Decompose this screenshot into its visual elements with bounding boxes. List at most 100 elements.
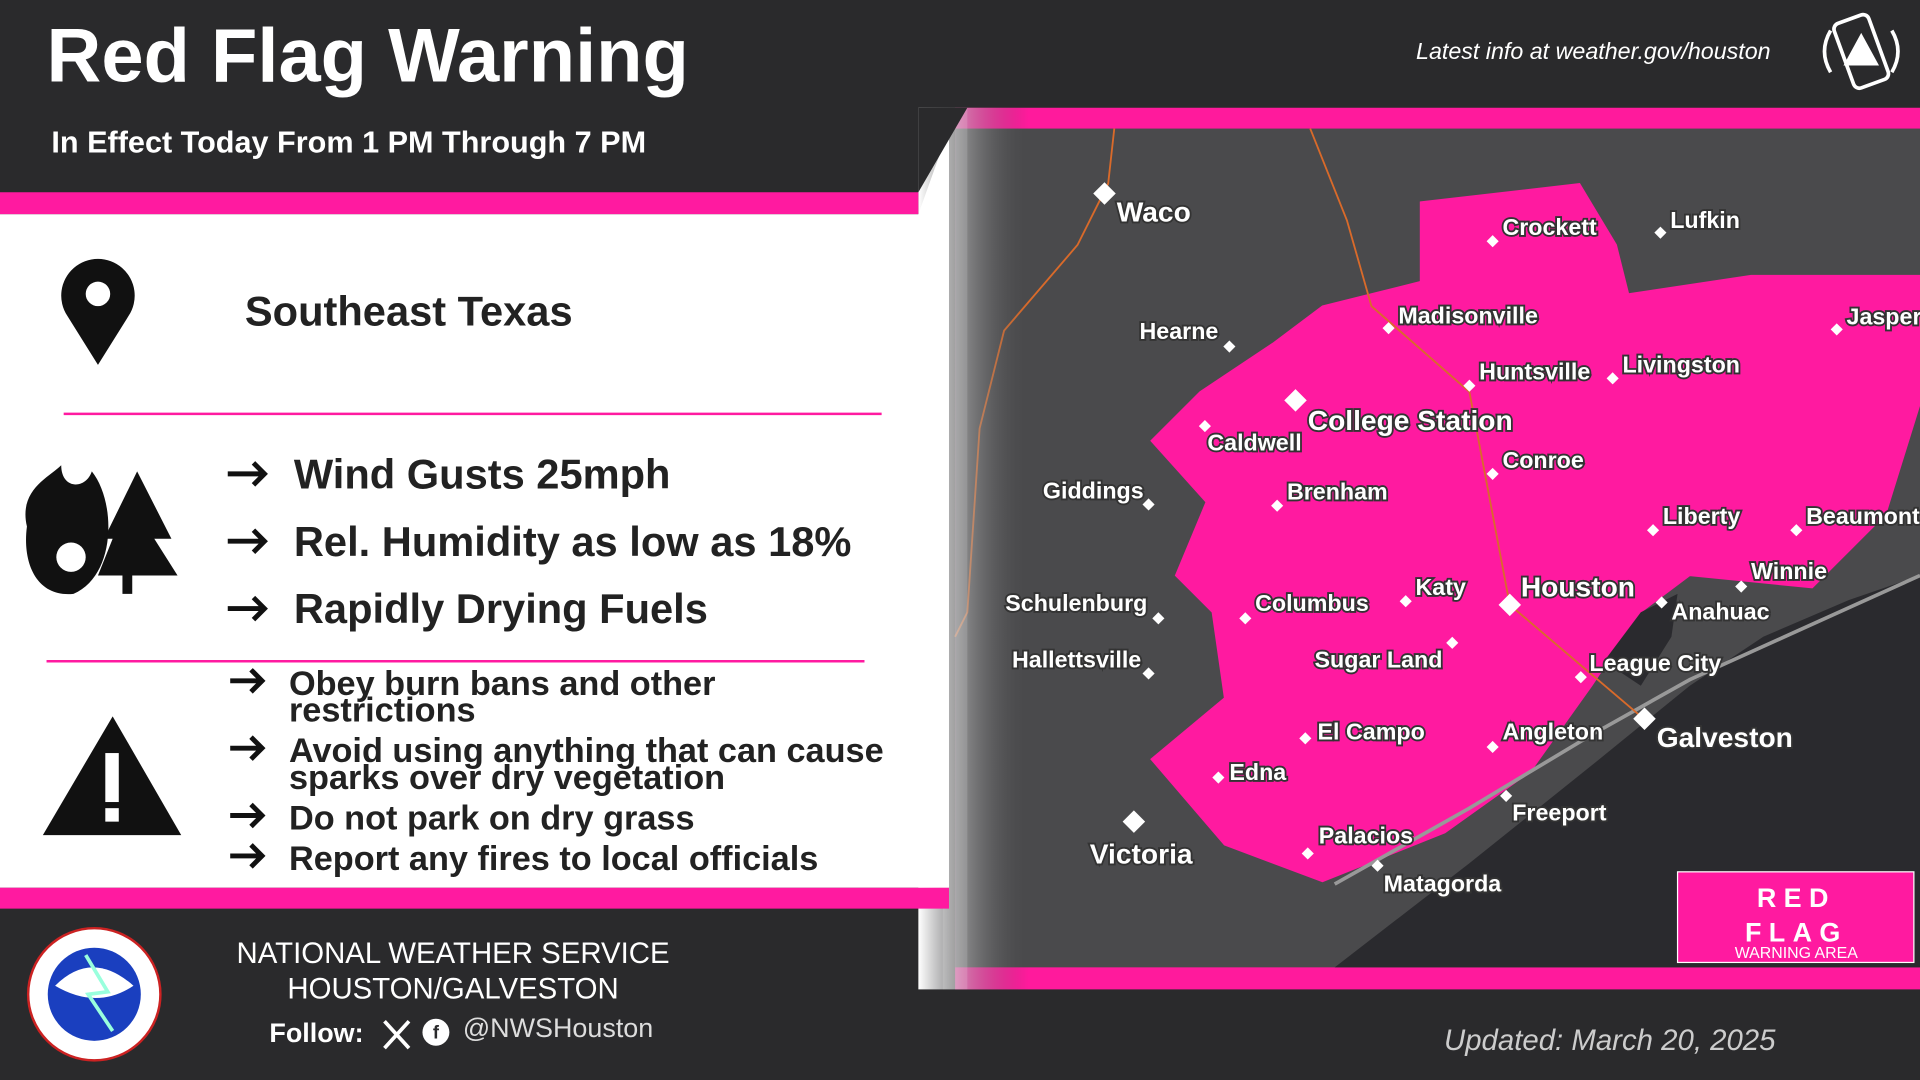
city-marker	[1654, 226, 1667, 239]
legend: RED FLAG WARNING AREA	[1676, 871, 1915, 964]
city-label: Brenham	[1287, 479, 1388, 505]
city-marker	[1830, 323, 1843, 336]
fire-icon	[25, 465, 178, 595]
nws-logo	[26, 926, 162, 1062]
city-label: Hearne	[1140, 318, 1219, 344]
arrow	[230, 735, 266, 761]
city-marker	[1655, 596, 1668, 609]
city-marker	[1382, 322, 1395, 335]
conditions: Wind Gusts 25mph Rel. Humidity as low as …	[227, 451, 852, 632]
city-label: Caldwell	[1207, 430, 1301, 456]
city-marker	[1223, 340, 1236, 353]
social-icons[interactable]: f	[383, 1018, 450, 1050]
city-label: Lufkin	[1670, 207, 1740, 233]
map	[918, 107, 1920, 990]
city-label: Freeport	[1512, 799, 1607, 825]
city-label: Conroe	[1502, 447, 1583, 473]
city-marker	[1606, 372, 1619, 385]
action: Avoid using anything that can cause	[289, 732, 884, 770]
city-label: Hallettsville	[1012, 646, 1141, 672]
arrow	[227, 461, 268, 487]
phone-icon	[1822, 12, 1900, 91]
city-label: Crockett	[1502, 214, 1597, 240]
city-marker	[1500, 789, 1513, 802]
arrow	[230, 802, 266, 829]
city-marker	[1486, 235, 1499, 248]
city-marker	[1574, 671, 1587, 684]
city-marker	[1498, 593, 1522, 617]
condition: Rel. Humidity as low as 18%	[294, 518, 852, 565]
city-marker	[1399, 595, 1412, 608]
pin-icon	[61, 258, 135, 365]
city-label: El Campo	[1318, 719, 1425, 745]
city-label: Beaumont	[1806, 503, 1920, 529]
city-label: Winnie	[1751, 558, 1827, 584]
city-label: Angleton	[1502, 719, 1603, 745]
org: NATIONAL WEATHER SERVICE	[237, 937, 670, 970]
condition: Rapidly Drying Fuels	[294, 585, 708, 632]
action: restrictions	[289, 692, 476, 730]
city-marker	[1093, 182, 1116, 205]
city-marker	[1647, 524, 1660, 537]
action: Do not park on dry grass	[289, 799, 695, 837]
stripe	[0, 192, 919, 215]
city-layer: Waco Crockett Lufkin Madisonville Hearne Jasp…	[1003, 182, 1920, 898]
arrow	[230, 843, 266, 869]
action: Obey burn bans and other	[289, 665, 715, 703]
city-label: Palacios	[1319, 823, 1413, 849]
city-marker	[1301, 847, 1314, 860]
city-label: Victoria	[1090, 838, 1193, 869]
city-marker	[1446, 636, 1459, 649]
city-marker	[1486, 467, 1499, 480]
subtitle: In Effect Today From 1 PM Through 7 PM	[51, 126, 646, 160]
city-label: Giddings	[1043, 477, 1144, 503]
city-label: Houston	[1521, 571, 1635, 602]
city-label: Madisonville	[1398, 302, 1538, 328]
info-panel	[0, 128, 949, 888]
city-label: Huntsville	[1479, 359, 1590, 385]
arrow	[227, 528, 268, 554]
city-marker	[1486, 740, 1499, 753]
warning-icon	[42, 716, 182, 836]
arrow	[230, 668, 266, 694]
handle[interactable]: @NWSHouston	[463, 1013, 653, 1043]
org: HOUSTON/GALVESTON	[287, 972, 618, 1005]
city-label: Jasper	[1847, 304, 1920, 330]
city-label: Columbus	[1255, 590, 1369, 616]
updated: Updated: March 20, 2025	[1444, 1024, 1776, 1057]
city-label: Anahuac	[1671, 599, 1769, 625]
legend-text: FLAG	[1745, 917, 1848, 947]
arrow	[227, 595, 268, 622]
stripe	[0, 887, 949, 909]
city-label: League City	[1589, 650, 1721, 676]
svg-text:f: f	[433, 1021, 440, 1042]
link[interactable]: Latest info at weather.gov/houston	[1416, 38, 1771, 64]
action: sparks over dry vegetation	[289, 759, 725, 797]
city-label: College Station	[1308, 405, 1513, 436]
city-marker	[1271, 499, 1284, 512]
city-marker	[1299, 732, 1312, 745]
action: Report any fires to local officials	[289, 840, 818, 878]
city-label: Waco	[1117, 197, 1191, 228]
city-marker	[1633, 707, 1656, 731]
actions: Obey burn bans and otherrestrictionsAvoi…	[230, 665, 884, 878]
condition: Wind Gusts 25mph	[294, 451, 671, 498]
city-marker	[1463, 379, 1476, 392]
follow-label: Follow:	[269, 1018, 363, 1048]
city-label: Galveston	[1657, 722, 1793, 753]
city-label: Schulenburg	[1005, 590, 1147, 616]
city-label: Livingston	[1622, 351, 1740, 377]
city-label: Katy	[1416, 574, 1466, 600]
title: Red Flag Warning	[47, 13, 689, 98]
city-marker	[1212, 771, 1225, 784]
city-label: Matagorda	[1384, 870, 1503, 896]
legend-text: RED	[1757, 883, 1836, 913]
city-marker	[1284, 389, 1307, 412]
city-label: Edna	[1229, 759, 1287, 785]
legend-text: WARNING AREA	[1735, 945, 1859, 962]
city-label: Sugar Land	[1315, 646, 1443, 672]
city-label: Liberty	[1663, 503, 1741, 529]
location: Southeast Texas	[245, 288, 573, 335]
